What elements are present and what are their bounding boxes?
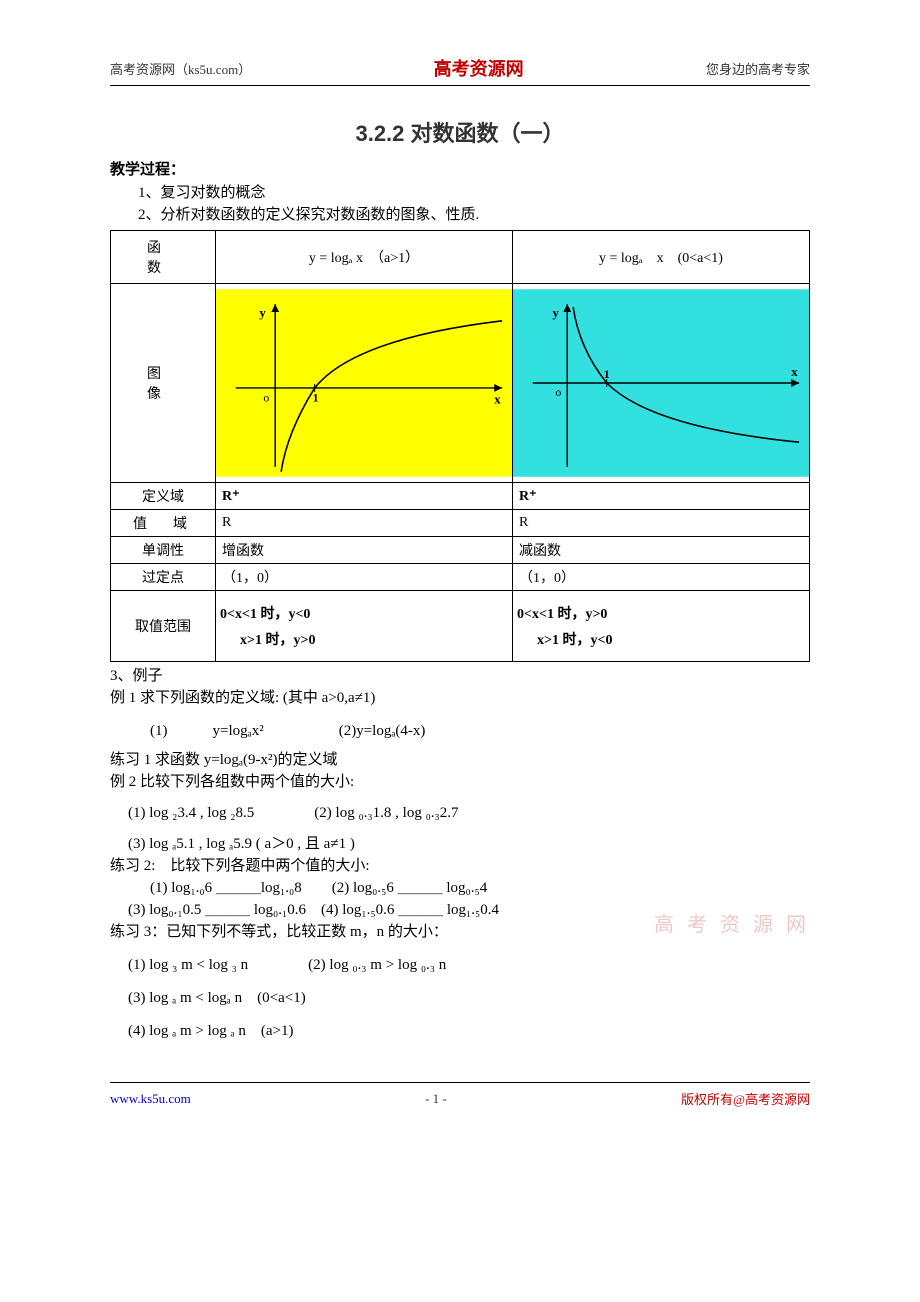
row-label: 过定点 xyxy=(111,564,216,591)
row-val: （1，0） xyxy=(216,564,513,591)
range-line: 0<x<1 时，y>0 xyxy=(517,603,805,623)
examples-heading: 3、例子 xyxy=(110,666,810,687)
range-line: x>1 时，y<0 xyxy=(517,629,805,649)
row-label: 取值范围 xyxy=(111,591,216,662)
range-line: x>1 时，y>0 xyxy=(220,629,508,649)
header-center: 高考资源网 xyxy=(434,55,524,81)
practice-text: 练习 3：已知下列不等式，比较正数 m，n 的大小： xyxy=(110,922,810,943)
graph-cell-a: x y o 1 xyxy=(216,284,513,483)
example-text: 例 1 求下列函数的定义域: (其中 a>0,a≠1) xyxy=(110,688,810,709)
footer-center: - 1 - xyxy=(425,1091,447,1107)
practice-text: (3) log ₐ m < logₐ n (0<a<1) xyxy=(128,988,810,1009)
svg-text:x: x xyxy=(791,365,798,379)
document-page: 高考资源网（ks5u.com） 高考资源网 您身边的高考专家 3.2.2 对数函… xyxy=(0,0,920,1148)
header-right: 您身边的高考专家 xyxy=(706,59,810,78)
practice-text: (1) log ₃ m < log ₃ n (2) log ₀.₃ m > lo… xyxy=(128,955,810,976)
practice-text: (4) log ₐ m > log ₐ n (a>1) xyxy=(128,1021,810,1042)
row-val: R xyxy=(216,510,513,537)
row-val: 减函数 xyxy=(513,537,810,564)
range-line: 0<x<1 时，y<0 xyxy=(220,603,508,623)
table-fn-b: y = logₐ x (0<a<1) xyxy=(513,231,810,284)
section-heading: 教学过程： xyxy=(110,158,810,179)
intro-item: 1、复习对数的概念 xyxy=(138,183,810,204)
row-val: 0<x<1 时，y<0 x>1 时，y>0 xyxy=(216,591,513,662)
practice-text: 练习 1 求函数 y=logₐ(9-x²)的定义域 xyxy=(110,750,810,771)
practice-text: 练习 2: 比较下列各题中两个值的大小: xyxy=(110,856,810,877)
row-val: 0<x<1 时，y>0 x>1 时，y<0 xyxy=(513,591,810,662)
row-label: 单调性 xyxy=(111,537,216,564)
table-fn-a: y = logₐ x （a>1） xyxy=(216,231,513,284)
footer-right: 版权所有@高考资源网 xyxy=(681,1089,810,1108)
page-header: 高考资源网（ks5u.com） 高考资源网 您身边的高考专家 xyxy=(110,55,810,86)
svg-text:1: 1 xyxy=(604,367,610,381)
row-val: 增函数 xyxy=(216,537,513,564)
example-text: 例 2 比较下列各组数中两个值的大小: xyxy=(110,772,810,793)
example-text: (3) log ₐ5.1 , log ₐ5.9 ( a＞0 , 且 a≠1 ) xyxy=(128,834,810,855)
header-left: 高考资源网（ks5u.com） xyxy=(110,59,251,78)
row-label: 定义域 xyxy=(111,483,216,510)
footer-left: www.ks5u.com xyxy=(110,1091,191,1107)
svg-text:y: y xyxy=(259,306,266,320)
row-val: （1，0） xyxy=(513,564,810,591)
table-head-label: 函 数 xyxy=(111,231,216,284)
example-text: (1) y=logₐx² (2)y=logₐ(4-x) xyxy=(150,719,810,740)
graph-cell-b: x y o 1 xyxy=(513,284,810,483)
row-label: 值 域 xyxy=(111,510,216,537)
page-footer: www.ks5u.com - 1 - 版权所有@高考资源网 xyxy=(110,1082,810,1108)
svg-text:o: o xyxy=(555,385,561,399)
table-img-label: 图 像 xyxy=(111,284,216,483)
svg-text:y: y xyxy=(552,306,559,320)
row-val: R xyxy=(513,510,810,537)
svg-text:1: 1 xyxy=(313,391,319,405)
properties-table: 函 数 y = logₐ x （a>1） y = logₐ x (0<a<1) … xyxy=(110,230,810,662)
page-title: 3.2.2 对数函数（一） xyxy=(110,116,810,148)
practice-text: (3) log₀.₁0.5 ＿＿＿ log₀.₁0.6 (4) log₁.₅0.… xyxy=(128,900,810,921)
log-graph-decreasing: x y o 1 xyxy=(513,288,809,478)
example-text: (1) log ₂3.4 , log ₂8.5 (2) log ₀.₃1.8 ,… xyxy=(128,803,810,824)
svg-text:x: x xyxy=(494,393,501,407)
row-val: R⁺ xyxy=(216,483,513,510)
row-val: R⁺ xyxy=(513,483,810,510)
svg-text:o: o xyxy=(263,391,269,405)
log-graph-increasing: x y o 1 xyxy=(216,288,512,478)
practice-text: (1) log₁.₀6 ＿＿＿log₁.₀8 (2) log₀.₅6 ＿＿＿ l… xyxy=(150,878,810,899)
intro-item: 2、分析对数函数的定义探究对数函数的图象、性质. xyxy=(138,205,810,226)
